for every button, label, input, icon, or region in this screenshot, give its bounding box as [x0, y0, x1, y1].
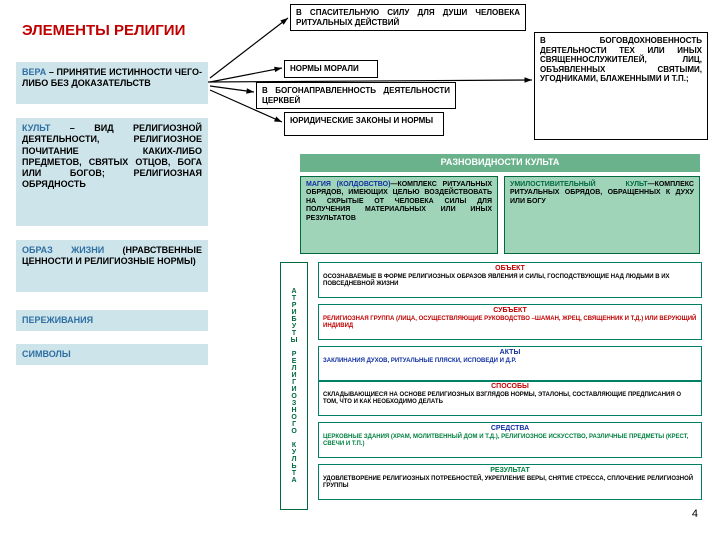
attr-label: СУБЪЕКТ [323, 307, 697, 315]
attr-label: ОБЪЕКТ [323, 265, 697, 273]
cult-types-header: РАЗНОВИДНОСТИ КУЛЬТА [300, 154, 700, 172]
attr-text: РЕЛИГИОЗНАЯ ГРУППА (ЛИЦА, ОСУЩЕСТВЛЯЮЩИЕ… [323, 316, 696, 329]
belief-box-1: НОРМЫ МОРАЛИ [284, 60, 378, 78]
cult-type-1: УМИЛОСТИВИТЕЛЬНЫЙ КУЛЬТ—КОМПЛЕКС РИТУАЛЬ… [504, 176, 700, 254]
attr-label: СПОСОБЫ [323, 383, 697, 391]
element-box-2: ОБРАЗ ЖИЗНИ (НРАВСТВЕННЫЕ ЦЕННОСТИ И РЕЛ… [16, 240, 208, 292]
attr-row-5: РЕЗУЛЬТАТУДОВЛЕТВОРЕНИЕ РЕЛИГИОЗНЫХ ПОТР… [318, 464, 702, 500]
belief-box-3: ЮРИДИЧЕСКИЕ ЗАКОНЫ И НОРМЫ [284, 112, 444, 136]
belief-box-0: В СПАСИТЕЛЬНУЮ СИЛУ ДЛЯ ДУШИ ЧЕЛОВЕКА РИ… [290, 4, 526, 31]
attr-row-1: СУБЪЕКТРЕЛИГИОЗНАЯ ГРУППА (ЛИЦА, ОСУЩЕСТ… [318, 304, 702, 340]
element-head: ОБРАЗ ЖИЗНИ [22, 245, 104, 255]
attr-row-3: СПОСОБЫСКЛАДЫВАЮЩИЕСЯ НА ОСНОВЕ РЕЛИГИОЗ… [318, 380, 702, 416]
attr-row-2: АКТЫЗАКЛИНАНИЯ ДУХОВ, РИТУАЛЬНЫЕ ПЛЯСКИ,… [318, 346, 702, 382]
cult-type-head: УМИЛОСТИВИТЕЛЬНЫЙ КУЛЬТ [510, 181, 648, 188]
element-box-1: КУЛЬТ – ВИД РЕЛИГИОЗНОЙ ДЕЯТЕЛЬНОСТИ, РЕ… [16, 118, 208, 226]
element-body: – ПРИНЯТИЕ ИСТИННОСТИ ЧЕГО-ЛИБО БЕЗ ДОКА… [22, 67, 202, 88]
attributes-vertical-label: АТРИБУТЫ РЕЛИГИОЗНОГО КУЛЬТА [280, 262, 308, 510]
belief-box-2: В БОГОНАПРАВЛЕННОСТЬ ДЕЯТЕЛЬНОСТИ ЦЕРКВЕ… [256, 82, 456, 109]
belief-box-4: В БОГОВДОХНОВЕННОСТЬ ДЕЯТЕЛЬНОСТИ ТЕХ ИЛ… [534, 32, 708, 140]
element-head: СИМВОЛЫ [22, 349, 71, 359]
attr-text: СКЛАДЫВАЮЩИЕСЯ НА ОСНОВЕ РЕЛИГИОЗНЫХ ВЗГ… [323, 392, 681, 405]
attr-row-4: СРЕДСТВАЦЕРКОВНЫЕ ЗДАНИЯ (ХРАМ, МОЛИТВЕН… [318, 422, 702, 458]
element-box-3: ПЕРЕЖИВАНИЯ [16, 310, 208, 331]
element-box-4: СИМВОЛЫ [16, 344, 208, 365]
attr-row-0: ОБЪЕКТОСОЗНАВАЕМЫЕ В ФОРМЕ РЕЛИГИОЗНЫХ О… [318, 262, 702, 298]
attr-label: РЕЗУЛЬТАТ [323, 467, 697, 475]
element-head: КУЛЬТ [22, 123, 50, 133]
attr-text: ЗАКЛИНАНИЯ ДУХОВ, РИТУАЛЬНЫЕ ПЛЯСКИ, ИСП… [323, 358, 516, 364]
element-box-0: ВЕРА – ПРИНЯТИЕ ИСТИННОСТИ ЧЕГО-ЛИБО БЕЗ… [16, 62, 208, 104]
element-head: ПЕРЕЖИВАНИЯ [22, 315, 93, 325]
element-head: ВЕРА [22, 67, 46, 77]
cult-type-0: МАГИЯ (КОЛДОВСТВО)—КОМПЛЕКС РИТУАЛЬНЫХ О… [300, 176, 498, 254]
attr-text: УДОВЛЕТВОРЕНИЕ РЕЛИГИОЗНЫХ ПОТРЕБНОСТЕЙ,… [323, 476, 693, 489]
attr-label: АКТЫ [323, 349, 697, 357]
page-title: ЭЛЕМЕНТЫ РЕЛИГИИ [22, 22, 185, 39]
attr-text: ОСОЗНАВАЕМЫЕ В ФОРМЕ РЕЛИГИОЗНЫХ ОБРАЗОВ… [323, 274, 670, 287]
attr-label: СРЕДСТВА [323, 425, 697, 433]
cult-type-head: МАГИЯ (КОЛДОВСТВО) [306, 181, 390, 188]
page-number: 4 [692, 508, 698, 520]
attr-text: ЦЕРКОВНЫЕ ЗДАНИЯ (ХРАМ, МОЛИТВЕННЫЙ ДОМ … [323, 434, 688, 447]
